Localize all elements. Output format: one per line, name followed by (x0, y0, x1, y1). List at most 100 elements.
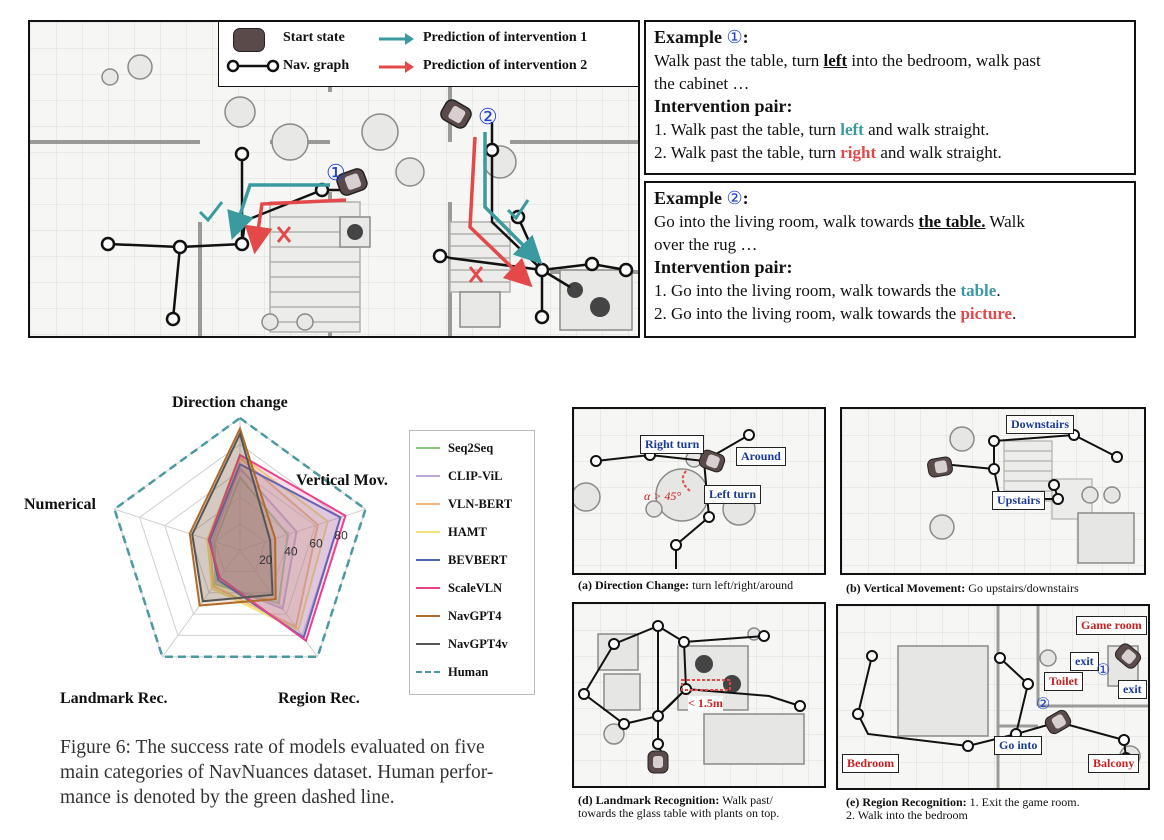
radar-legend-item: NavGPT4 (416, 607, 501, 625)
prediction-1-arrow-a (227, 183, 330, 240)
check-icon (198, 201, 224, 223)
example-2-pair-1: 1. Go into the living room, walk towards… (654, 281, 1001, 300)
panel-b-caption: (b) Vertical Movement: Go upstairs/downs… (846, 581, 1079, 595)
pred2-arrow-icon (379, 61, 414, 73)
map-legend: Start state Nav. graph Prediction of int… (218, 22, 638, 87)
figure-caption-line-1: Figure 6: The success rate of models eva… (60, 737, 485, 758)
panel-d-svg (574, 604, 824, 786)
legend-label: BEVBERT (448, 552, 508, 567)
robot-icon (440, 99, 472, 129)
legend-label: HAMT (448, 524, 487, 539)
nav-graph-nodes (100, 142, 634, 327)
radar-series-navgpt4 (188, 425, 277, 607)
legend-label: NavGPT4v (448, 636, 508, 651)
radar-grid-ring (214, 522, 266, 572)
legend-label: CLIP-ViL (448, 468, 503, 483)
legend-swatch (416, 587, 440, 589)
robot-icon (698, 449, 726, 473)
region-marker-2: ② (1036, 696, 1051, 713)
legend-swatch (416, 447, 440, 449)
legend-nav-graph: Nav. graph (283, 58, 350, 73)
radar-legend-item: BEVBERT (416, 551, 507, 569)
radar-legend-item: CLIP-ViL (416, 467, 502, 485)
panel-a-svg (574, 409, 824, 573)
figure-caption-line-3: mance is denoted by the green dashed lin… (60, 787, 395, 808)
legend-pred1: Prediction of intervention 1 (423, 30, 588, 45)
radar-legend-item: Human (416, 663, 488, 681)
start-state-robot-icon (233, 28, 265, 52)
cross-icon (468, 266, 484, 283)
example-1-pair-title: Intervention pair: (654, 96, 793, 116)
radar-tick-label: 80 (334, 528, 348, 542)
radar-chart: 20 40 60 80 (112, 416, 368, 659)
radar-legend: Seq2Seq CLIP-ViL VLN-BERT HAMT BEVBERT ScaleV… (409, 430, 535, 695)
legend-label: Seq2Seq (448, 440, 494, 455)
example-2-pair-title: Intervention pair: (654, 257, 793, 277)
prediction-2-arrow-b (468, 136, 533, 288)
radar-grid-ring (113, 417, 367, 658)
example-1-title: Example ①: (654, 27, 749, 47)
label-go-into: Go into (994, 736, 1043, 755)
radar-legend-item: VLN-BERT (416, 495, 512, 513)
region-marker-1: ① (1096, 662, 1111, 679)
radar-legend-item: Seq2Seq (416, 439, 493, 457)
prediction-1-arrow-b (483, 132, 543, 265)
prediction-2-arrow-a (244, 198, 347, 255)
label-game-room: Game room (1076, 616, 1147, 635)
plants (347, 224, 610, 317)
legend-label: NavGPT4 (448, 608, 502, 623)
radar-tick-label: 60 (309, 537, 323, 551)
radar-grid-ring (138, 443, 342, 636)
label-exit-2: exit (1118, 680, 1147, 699)
map-marker-1: ① (326, 160, 346, 185)
panel-e-caption: (e) Region Recognition: 1. Exit the game… (846, 795, 1080, 822)
example-1-pair-1: 1. Walk past the table, turn left and wa… (654, 120, 990, 139)
top-floorplan-panel: ① ② Start state Nav. graph Prediction of… (28, 20, 640, 338)
panel-b-vertical-movement: Downstairs Upstairs (840, 407, 1146, 575)
label-upstairs: Upstairs (992, 491, 1046, 510)
panel-a-caption: (a) Direction Change: turn left/right/ar… (578, 578, 794, 592)
legend-swatch (416, 671, 440, 673)
example-1-instruction-cont: the cabinet … (654, 74, 750, 93)
robot-icon (1044, 709, 1072, 735)
robot-icon (927, 456, 953, 478)
legend-label: ScaleVLN (448, 580, 503, 595)
map-marker-2: ② (478, 104, 498, 129)
legend-start-state: Start state (283, 30, 345, 45)
robot-icon (336, 168, 368, 196)
label-right-turn: Right turn (640, 435, 705, 454)
label-left-turn: Left turn (704, 485, 761, 504)
legend-swatch (416, 531, 440, 533)
radar-legend-item: ScaleVLN (416, 579, 502, 597)
radar-series-navgpt4v (191, 431, 274, 603)
panel-d-caption: (d) Landmark Recognition: Walk past/ tow… (578, 793, 780, 820)
legend-swatch (416, 503, 440, 505)
label-bedroom: Bedroom (842, 754, 900, 773)
panel-e-region-recognition: Game room exit Toilet exit Go into Bedro… (836, 604, 1150, 790)
radar-axis-numerical: Numerical (24, 496, 96, 513)
legend-swatch (416, 559, 440, 561)
panel-d-landmark-recognition: < 1.5m (572, 602, 826, 788)
label-exit-1: exit (1070, 652, 1099, 671)
robot-icon (647, 750, 669, 774)
example-2-instruction-cont: over the rug … (654, 235, 758, 254)
legend-label: Human (448, 664, 489, 679)
check-icon (506, 199, 530, 221)
example-2-box: Example ②: Go into the living room, walk… (644, 181, 1136, 338)
radar-axis-landmark-rec: Landmark Rec. (60, 690, 168, 707)
figure-caption-line-2: main categories of NavNuances dataset. H… (60, 762, 494, 783)
panel-a-direction-change: Right turn Around Left turn α > 45° (572, 407, 826, 575)
radar-series-hamt (206, 453, 330, 632)
legend-swatch (416, 643, 440, 645)
example-2-instruction: Go into the living room, walk towards th… (654, 212, 1025, 231)
label-downstairs: Downstairs (1006, 415, 1075, 434)
label-toilet: Toilet (1044, 672, 1083, 691)
example-1-instruction: Walk past the table, turn left into the … (654, 51, 1041, 70)
example-1-box: Example ①: Walk past the table, turn lef… (644, 20, 1136, 175)
label-distance: < 1.5m (688, 696, 723, 711)
example-1-pair-2: 2. Walk past the table, turn right and w… (654, 143, 1002, 162)
robot-icon (1114, 643, 1142, 669)
radar-axis-vertical-mov: Vertical Mov. (296, 472, 388, 489)
radar-series-scalevln (207, 453, 347, 643)
panel-b-svg (842, 409, 1144, 573)
